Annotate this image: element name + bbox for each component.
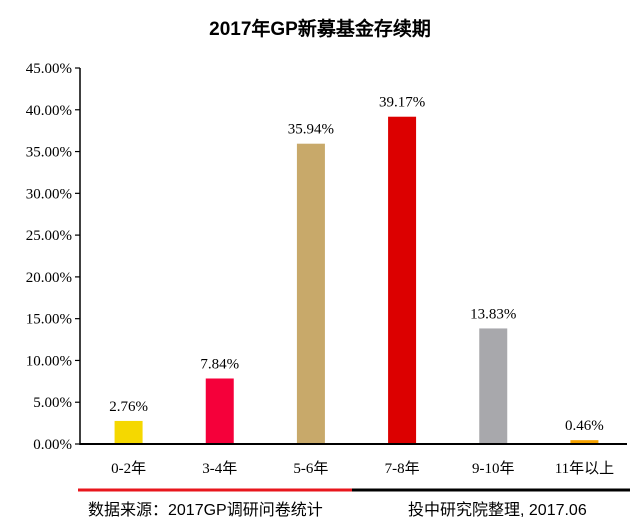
data-label: 35.94% (288, 122, 334, 138)
data-label: 2.76% (109, 399, 148, 415)
y-tick-label: 35.00% (26, 145, 72, 161)
bar-11年以上 (570, 440, 599, 444)
data-label: 39.17% (379, 95, 425, 111)
x-tick-label: 0-2年 (111, 460, 146, 477)
y-tick-label: 5.00% (33, 395, 72, 411)
y-tick-label: 45.00% (26, 61, 72, 77)
data-label: 7.84% (200, 356, 239, 372)
credit-note: 投中研究院整理, 2017.06 (408, 502, 587, 519)
x-tick-label: 7-8年 (385, 460, 420, 477)
chart-title: 2017年GP新募基金存续期 (209, 19, 431, 40)
data-label: 13.83% (470, 306, 516, 322)
y-tick-label: 10.00% (26, 353, 72, 369)
y-tick-label: 20.00% (26, 270, 72, 286)
x-tick-label: 9-10年 (472, 460, 515, 477)
y-tick-label: 40.00% (26, 103, 72, 119)
y-tick-label: 0.00% (33, 437, 72, 453)
y-tick-label: 15.00% (26, 312, 72, 328)
bar-5-6年 (296, 143, 325, 444)
data-label: 0.46% (565, 418, 604, 434)
x-tick-label: 11年以上 (555, 460, 614, 477)
x-tick-label: 3-4年 (202, 460, 237, 477)
bar-0-2年 (114, 420, 143, 444)
bar-7-8年 (388, 116, 417, 444)
bar-9-10年 (479, 328, 508, 444)
y-tick-label: 30.00% (26, 186, 72, 202)
source-note: 数据来源：2017GP调研问卷统计 (88, 502, 323, 519)
y-tick-label: 25.00% (26, 228, 72, 244)
x-tick-label: 5-6年 (293, 460, 328, 477)
bar-3-4年 (205, 378, 234, 444)
